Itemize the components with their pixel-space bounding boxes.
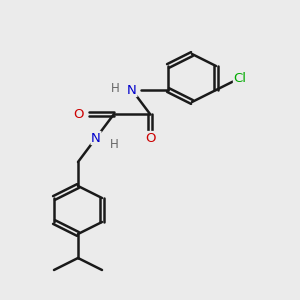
Text: O: O: [73, 107, 83, 121]
Text: N: N: [91, 131, 101, 145]
Text: O: O: [145, 131, 155, 145]
Text: Cl: Cl: [233, 71, 247, 85]
Text: H: H: [110, 137, 118, 151]
Text: N: N: [127, 83, 137, 97]
Text: H: H: [111, 82, 120, 95]
